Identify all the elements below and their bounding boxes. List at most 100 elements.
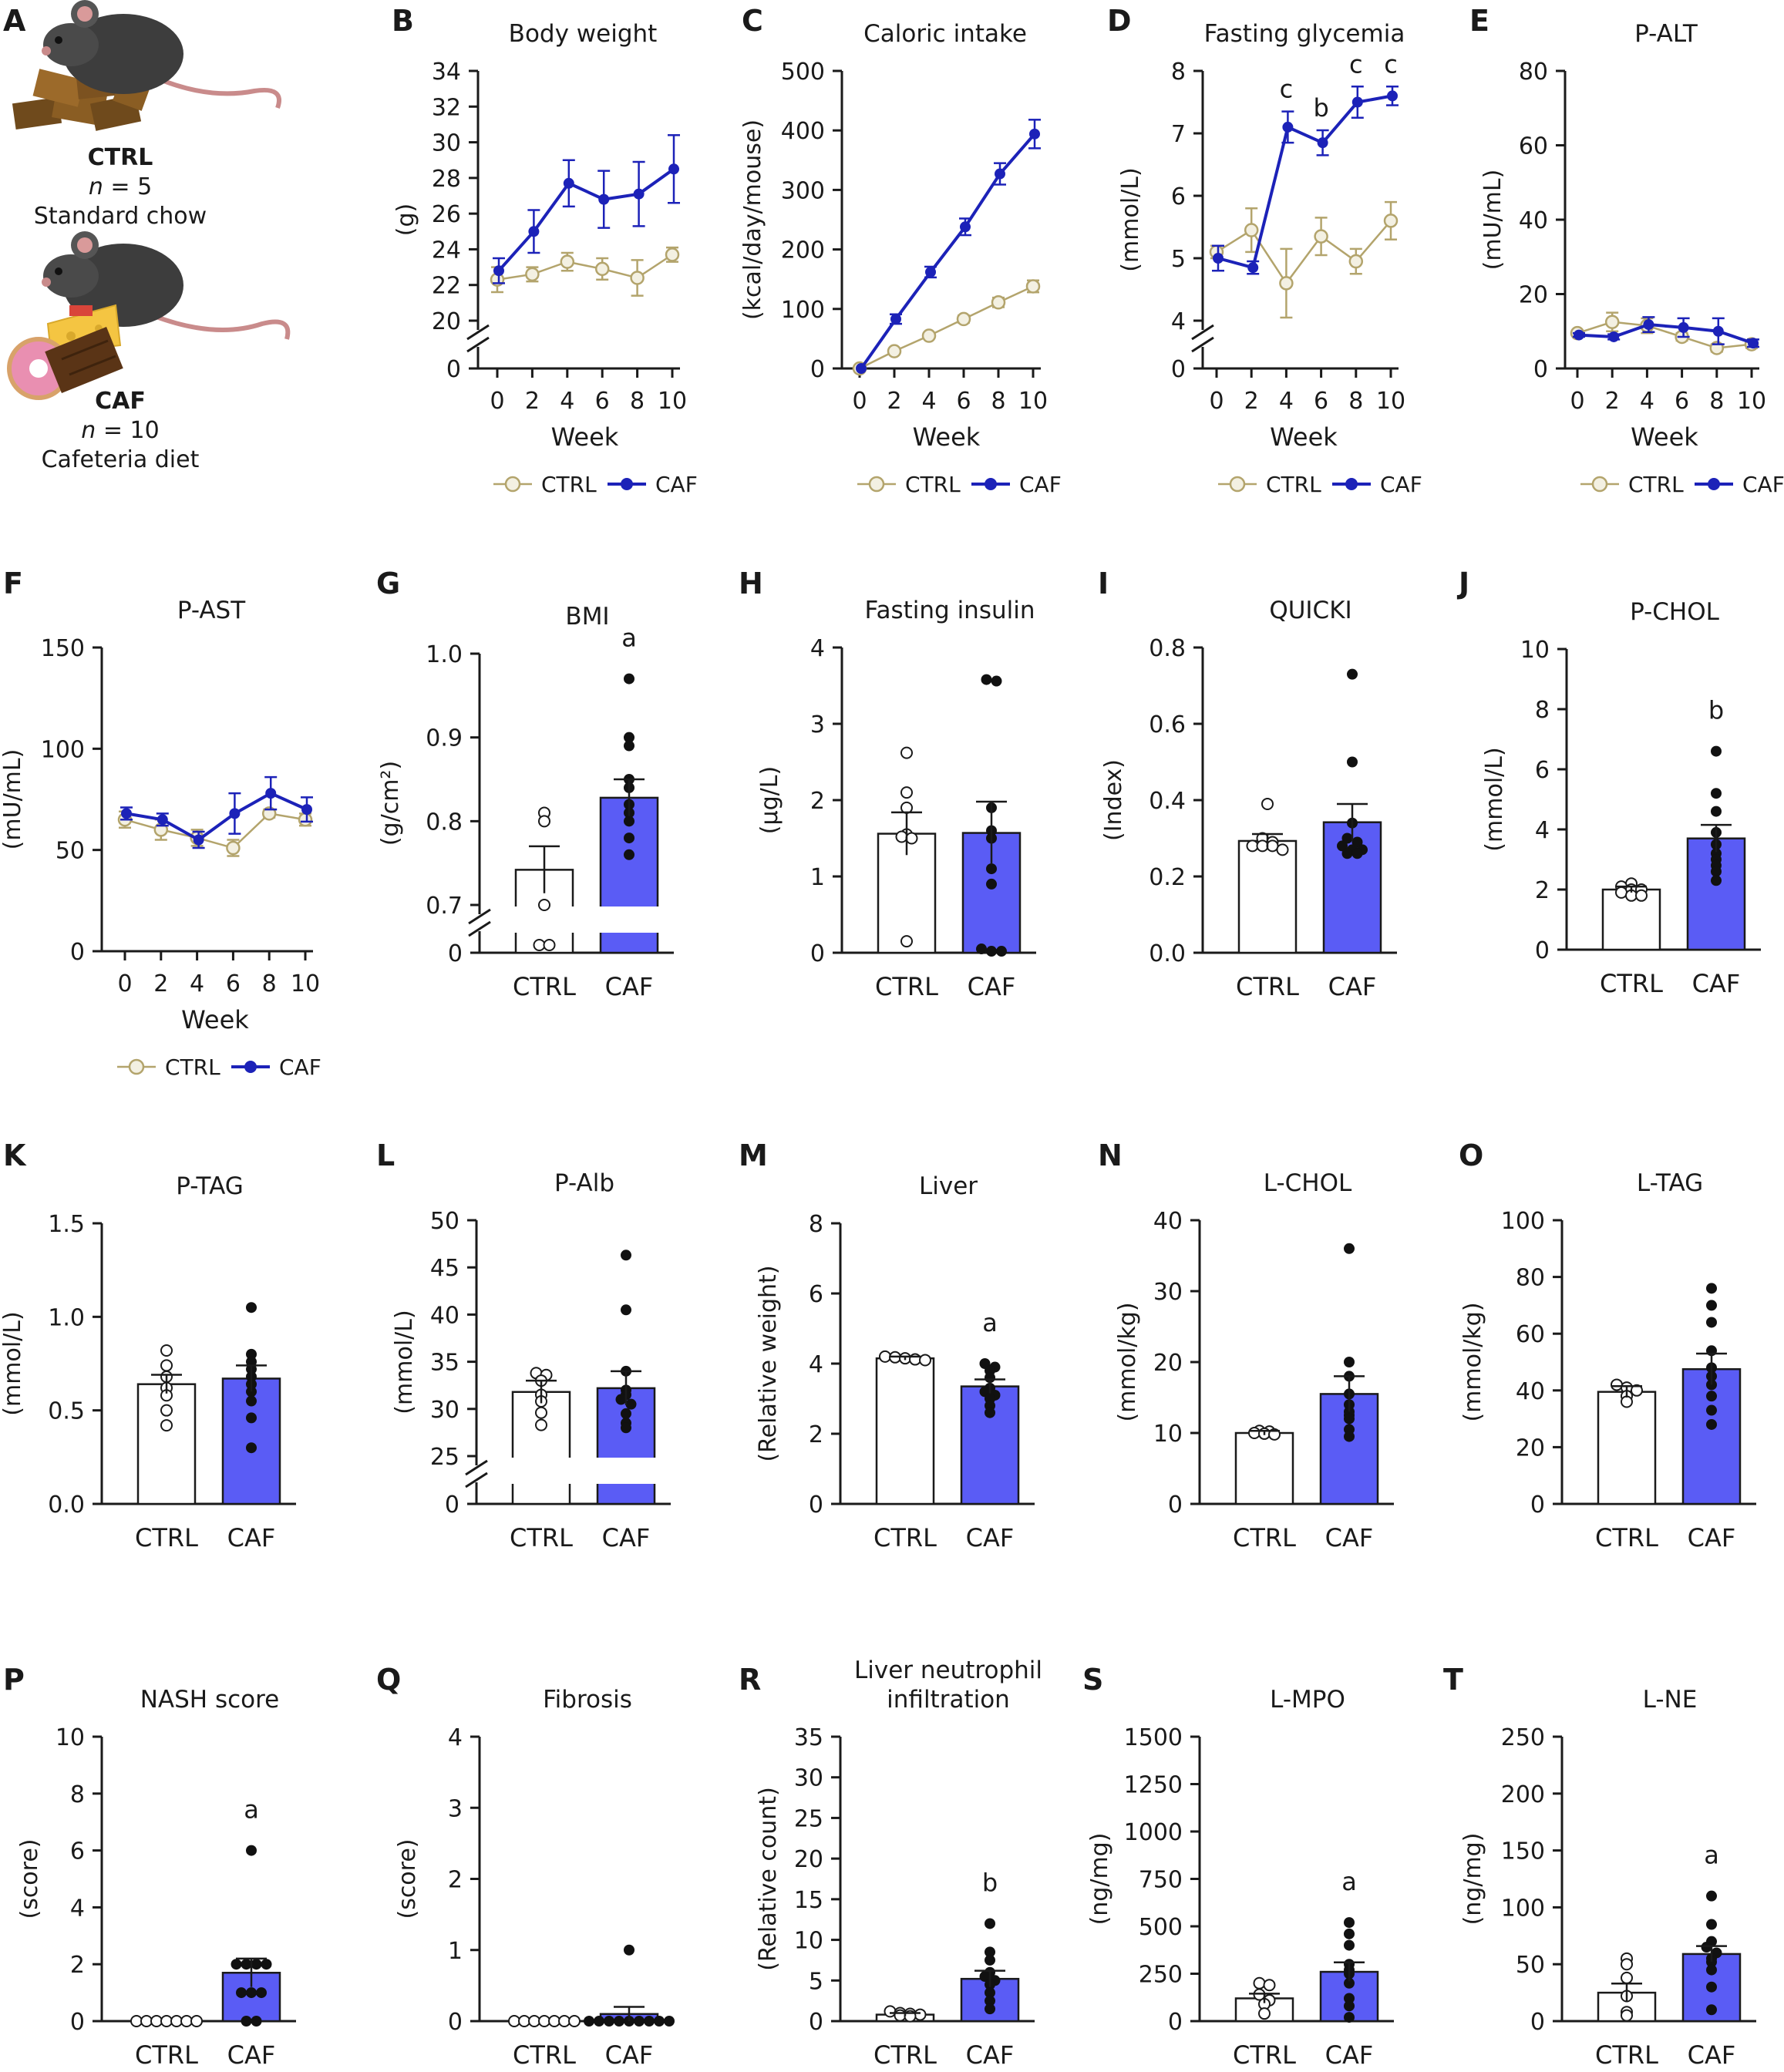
data-point	[231, 1959, 242, 1970]
bar-caf	[1322, 668, 1382, 954]
data-point	[1213, 253, 1224, 264]
data-point	[538, 899, 550, 911]
chart-title: Caloric intake	[863, 20, 1027, 48]
y-tick-label: 1250	[1124, 1772, 1183, 1799]
bar-caf: b	[960, 1868, 1020, 2023]
x-axis: 0 2 4 6 8 10 Week	[102, 950, 320, 1034]
y-axis-label: (ng/mg)	[1459, 1833, 1486, 1926]
y-tick-label: 35	[794, 1724, 823, 1751]
data-point	[1029, 128, 1040, 140]
x-tick-label: 10	[291, 970, 320, 997]
y-tick-label: 45	[430, 1255, 459, 1282]
data-point	[900, 935, 913, 948]
x-tick-label: CTRL	[1600, 969, 1663, 998]
legend-marker-ctrl	[128, 1058, 145, 1075]
x-tick-label: 4	[921, 388, 936, 415]
x-tick-label: 2	[1244, 388, 1259, 415]
y-tick-label: 40	[1153, 1208, 1183, 1235]
data-point	[251, 1959, 262, 1970]
x-tick-label: 8	[262, 970, 277, 997]
data-point	[604, 2016, 614, 2027]
data-point	[1711, 866, 1722, 877]
x-tick-label: 4	[1279, 388, 1294, 415]
significance-label: a	[1341, 1867, 1357, 1896]
bar-ctrl	[1234, 1976, 1294, 2023]
y-tick-label: 500	[1139, 1914, 1183, 1941]
caf-group-n: n = 10	[5, 416, 236, 446]
data-point	[528, 2015, 540, 2027]
y-axis-label: (mmol/kg)	[1459, 1302, 1486, 1421]
data-point	[229, 808, 241, 819]
data-point	[256, 1987, 267, 1999]
data-point	[985, 1987, 995, 1999]
data-point	[624, 740, 634, 752]
data-point	[985, 1995, 995, 2006]
data-point	[1266, 839, 1279, 853]
y-tick-label: 250	[1139, 1962, 1183, 1989]
y-tick-label: 20	[1516, 1435, 1545, 1462]
data-point	[246, 1302, 257, 1314]
chart-title: Fasting insulin	[864, 597, 1035, 624]
y-tick-label: 24	[432, 237, 461, 264]
data-point	[1344, 1993, 1355, 2004]
x-tick-label: 6	[1314, 388, 1328, 415]
y-tick-label: 2	[809, 1421, 823, 1448]
data-point	[624, 732, 634, 743]
data-point	[246, 1987, 257, 1999]
data-point	[1351, 836, 1363, 848]
panel-letter: D	[1107, 4, 1132, 38]
data-point	[905, 832, 918, 845]
panel-letter: F	[3, 567, 23, 600]
y-tick-label: 0.6	[1149, 711, 1186, 738]
data-point	[1611, 1378, 1623, 1391]
x-tick-label: CTRL	[1236, 972, 1299, 1001]
data-point	[1706, 1317, 1717, 1328]
data-point	[879, 1350, 891, 1363]
data-point	[856, 363, 867, 374]
y-axis-label: (Relative weight)	[755, 1265, 782, 1462]
data-point	[568, 2015, 581, 2027]
data-point	[1248, 1427, 1261, 1439]
y-tick-label: 6	[1535, 757, 1550, 784]
x-tick-label: CTRL	[135, 1523, 198, 1552]
data-point	[246, 1412, 257, 1424]
axis-break-mark	[468, 920, 491, 937]
y-axis-label: (mmol/L)	[391, 1310, 418, 1414]
y-tick-label: 4	[810, 635, 825, 662]
bar-ctrl	[1597, 1952, 1657, 2023]
y-tick-label: 26	[432, 201, 461, 228]
bar-ctrl	[136, 1344, 197, 1505]
data-point	[241, 2016, 252, 2027]
y-axis: 0 2 4 6 8 10 (mmol/L)	[1481, 637, 1568, 964]
data-point	[1344, 2000, 1355, 2012]
bar	[1597, 1391, 1657, 1505]
x-tick-label: 10	[1737, 388, 1766, 415]
data-point	[1706, 1418, 1717, 1430]
caf-group-diet: Cafeteria diet	[41, 446, 200, 473]
y-tick-label: 8	[1171, 59, 1186, 86]
x-axis: 0 2 4 6 8 10 Week	[1565, 367, 1766, 452]
y-tick-label: 28	[432, 166, 461, 193]
x-tick-label: 10	[658, 388, 687, 415]
data-point	[996, 946, 1007, 957]
data-point	[986, 946, 997, 957]
y-axis: 0 50 100 150 (mU/mL)	[0, 635, 103, 966]
y-tick-label: 1000	[1124, 1819, 1183, 1846]
data-point	[1244, 223, 1259, 237]
y-tick-label: 1.5	[48, 1211, 85, 1238]
axis-break-mark	[1191, 336, 1214, 353]
x-axis: CTRL CAF	[1203, 951, 1397, 1001]
x-tick-label: CAF	[968, 972, 1016, 1001]
data-point	[1344, 1917, 1355, 1929]
legend-label-caf: CAF	[655, 472, 698, 497]
data-point	[121, 808, 132, 819]
y-axis: 0 1 2 3 4 (µg/L)	[756, 635, 843, 967]
significance-label: a	[621, 624, 637, 653]
chart-title: Liver neutrophil	[854, 1657, 1042, 1684]
y-tick-label: 0	[448, 940, 463, 967]
y-tick-label: 0	[70, 2009, 85, 2036]
y-tick-label: 80	[1516, 1265, 1545, 1292]
legend-marker-caf	[1708, 478, 1720, 490]
x-axis: CTRL CAF	[102, 1502, 296, 1552]
